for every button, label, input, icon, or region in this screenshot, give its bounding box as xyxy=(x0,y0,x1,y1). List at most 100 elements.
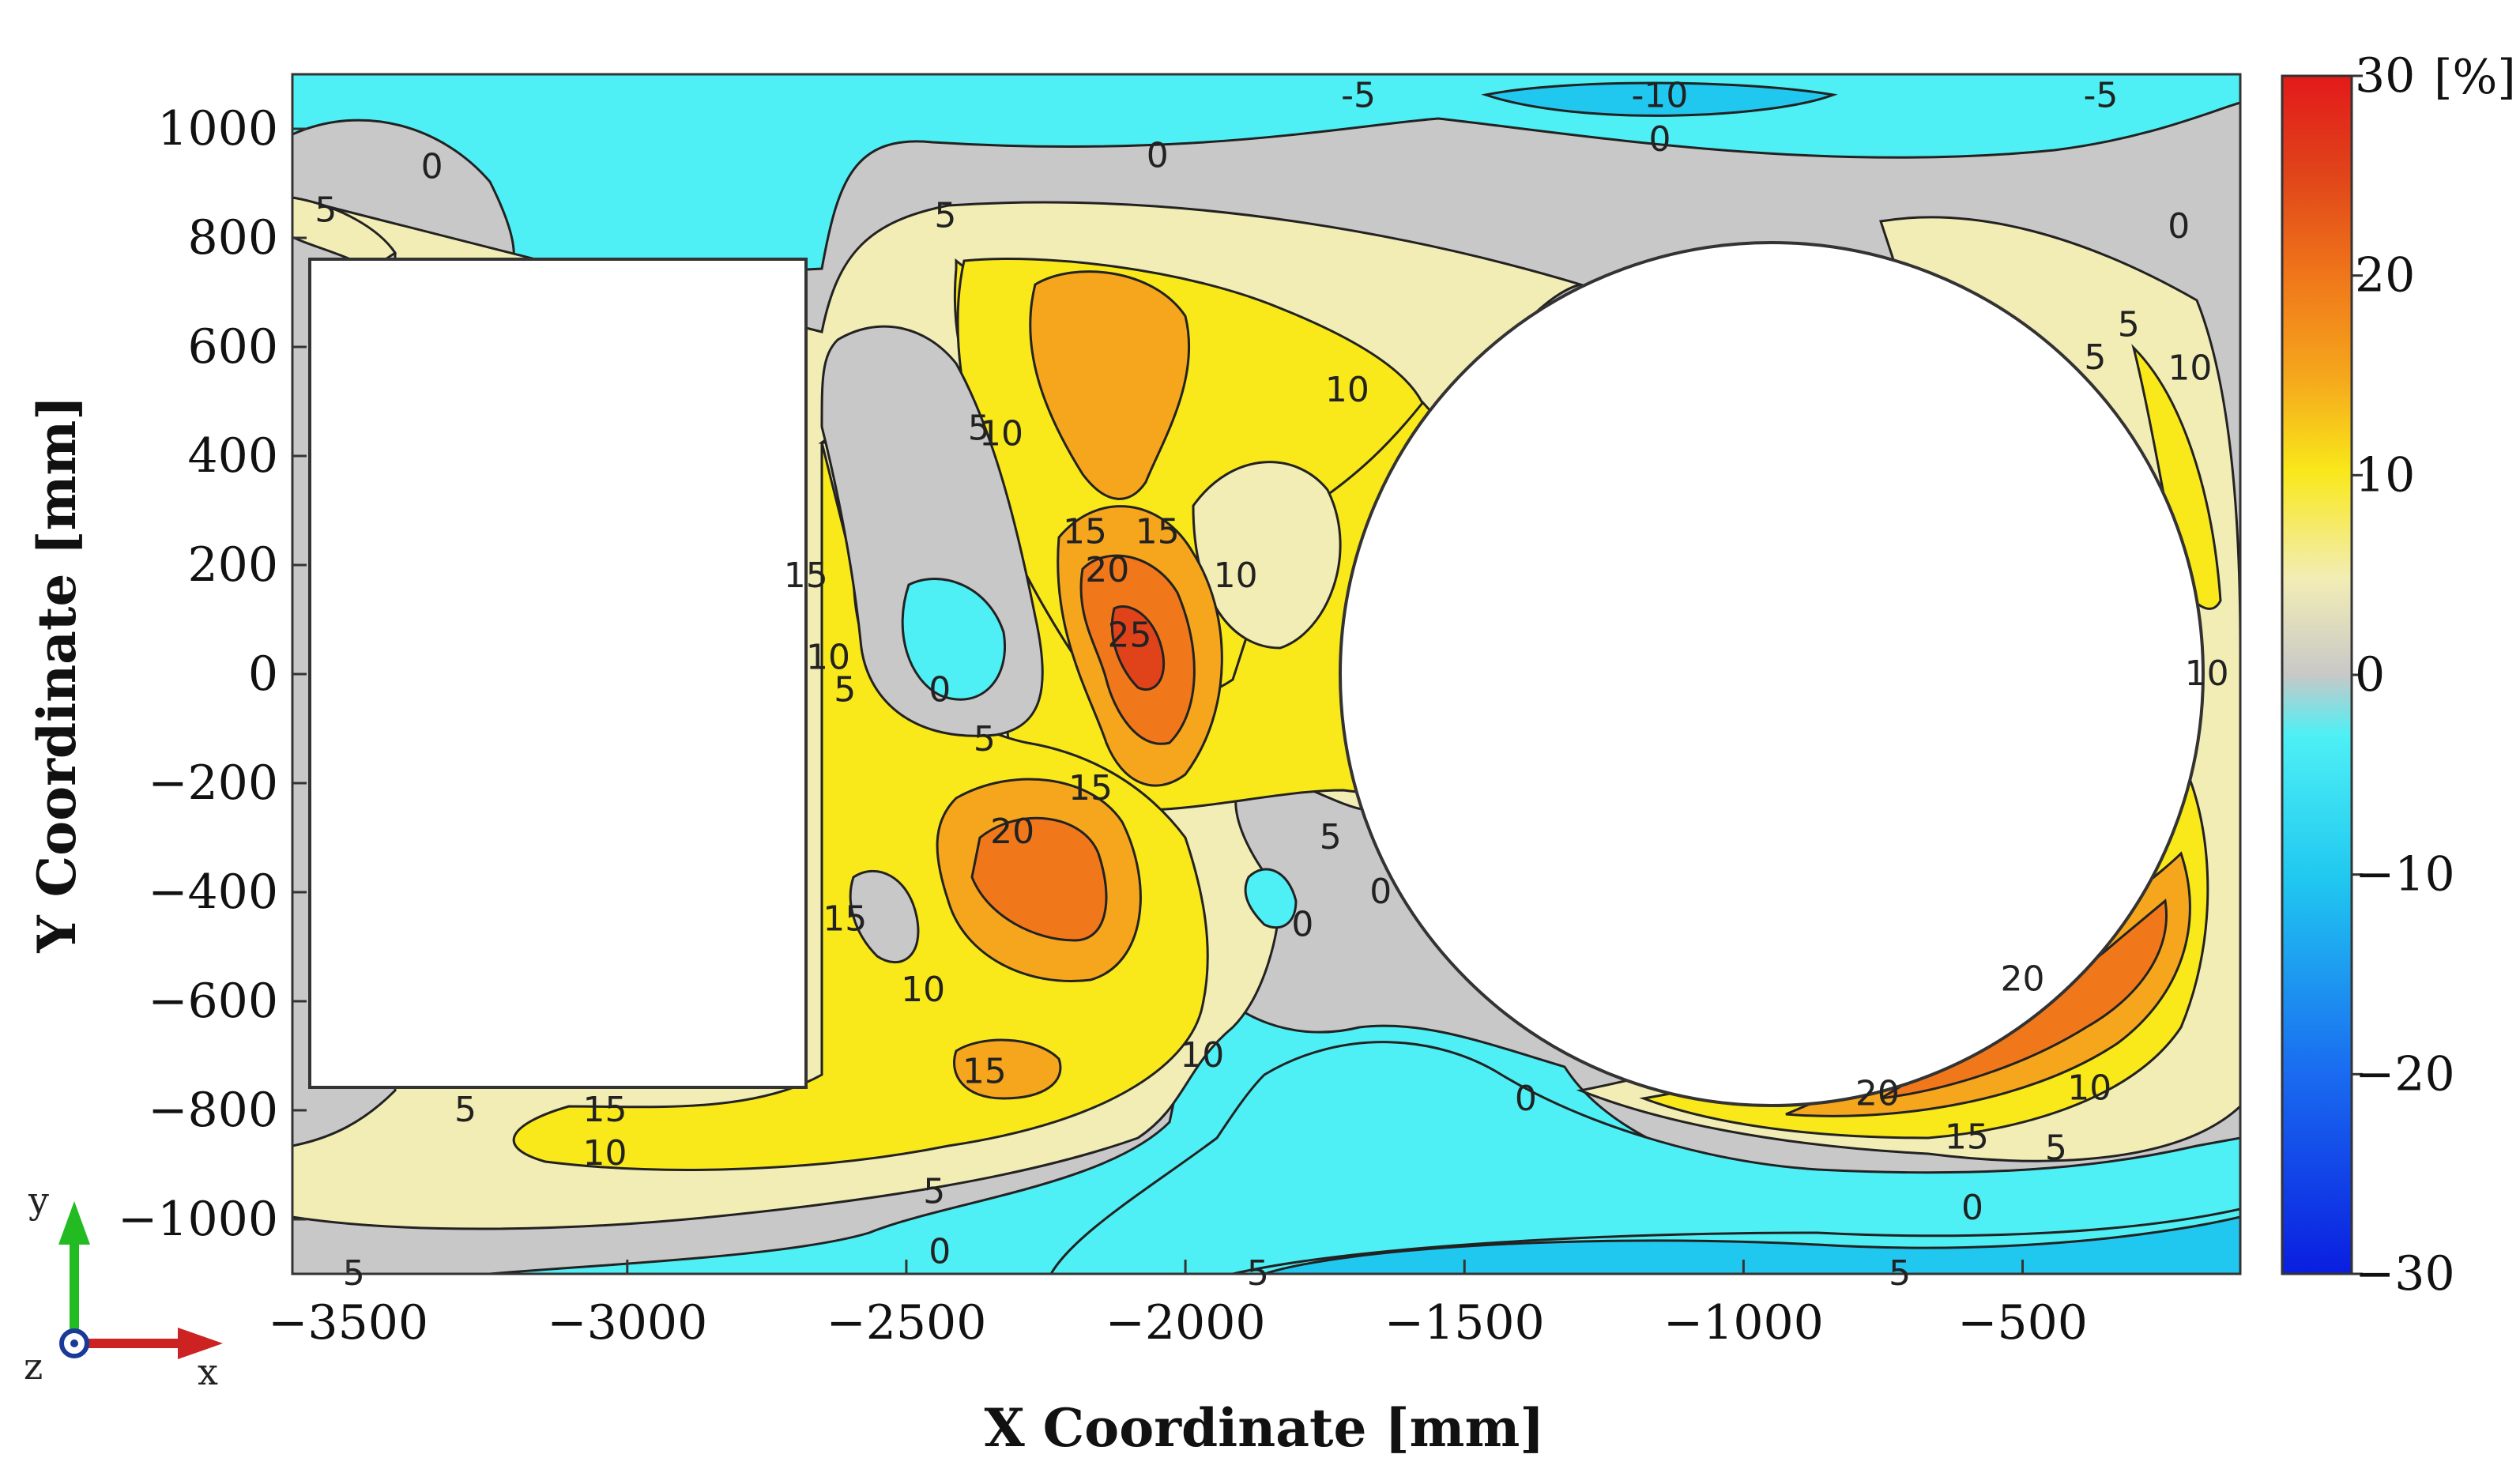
contour-label: 10 xyxy=(583,1133,627,1174)
contour-label: 15 xyxy=(823,899,867,940)
colorbar-tick-label: 0 xyxy=(2355,647,2385,703)
contour-label: 5 xyxy=(1320,817,1342,857)
contour-label: 15 xyxy=(784,556,828,596)
colorbar-tick-label: −30 xyxy=(2355,1246,2455,1302)
contour-label: 10 xyxy=(1180,1035,1224,1076)
y-axis-title: Y Coordinate [mm] xyxy=(26,396,88,954)
contour-label: 10 xyxy=(1325,370,1369,410)
colorbar-tick-label: −10 xyxy=(2355,847,2455,902)
region-20-lower xyxy=(970,816,1108,942)
region-minus5-small xyxy=(1244,868,1298,929)
obstacle-circle xyxy=(1339,241,2205,1107)
region-5-corner xyxy=(292,196,397,270)
region-25-center xyxy=(1110,605,1166,691)
contour-label: 10 xyxy=(2185,654,2229,694)
contour-label: 10 xyxy=(979,413,1023,454)
region-15-top xyxy=(1029,270,1191,500)
contour-label: 20 xyxy=(1855,1073,1900,1113)
colorbar-gradient xyxy=(2281,74,2353,1275)
contour-label: 0 xyxy=(1291,904,1313,944)
contour-label: 5 xyxy=(2045,1128,2067,1168)
contour-label: 10 xyxy=(1214,556,1258,596)
orientation-triad: y x z xyxy=(24,1179,223,1393)
y-tick-label: 600 xyxy=(187,319,278,375)
y-tick-label: −400 xyxy=(148,865,278,920)
obstacle-rectangle xyxy=(308,258,808,1089)
colorbar: 30 20 10 0 −10 −20 −30 [%] xyxy=(2281,48,2516,1302)
region-10-right xyxy=(2131,344,2222,610)
region-minus5-bottom xyxy=(1049,1041,2240,1274)
x-tick-label: −2500 xyxy=(826,1295,986,1351)
triad-y-arrowhead xyxy=(58,1201,90,1245)
y-tick-label: 1000 xyxy=(157,101,278,156)
colorbar-unit: [%] xyxy=(2434,50,2516,105)
contour-label: 5 xyxy=(315,190,337,231)
contour-label: 5 xyxy=(834,670,856,710)
triad-z-center xyxy=(70,1339,78,1347)
y-axis-ticks: 1000 800 600 400 200 0 −200 −400 −600 −800 −1000 xyxy=(118,101,307,1247)
contour-label: -10 xyxy=(1632,76,1689,116)
x-axis-title: X Coordinate [mm] xyxy=(984,1397,1544,1459)
y-tick-label: 200 xyxy=(187,537,278,593)
contour-label: 5 xyxy=(2118,304,2140,345)
region-minus5-island xyxy=(901,578,1006,701)
contour-label: 5 xyxy=(454,1090,477,1130)
contour-label: 20 xyxy=(2001,959,2045,999)
colorbar-tick-label: 30 xyxy=(2355,48,2415,104)
contour-label: 0 xyxy=(1961,1188,1983,1228)
contour-label: 0 xyxy=(929,1231,951,1271)
contour-label: 0 xyxy=(1147,136,1169,176)
y-tick-label: 400 xyxy=(187,428,278,484)
contour-plot-area xyxy=(292,74,2240,1274)
colorbar-tick-label: 20 xyxy=(2355,248,2415,303)
contour-label: 10 xyxy=(901,970,945,1010)
contour-label: 5 xyxy=(1247,1253,1269,1294)
contour-label: 20 xyxy=(990,812,1034,852)
contour-label: 5 xyxy=(343,1253,365,1294)
region-15-small xyxy=(953,1038,1062,1100)
y-tick-label: −200 xyxy=(148,755,278,811)
contour-label: 5 xyxy=(974,719,996,759)
contour-label: -5 xyxy=(2083,76,2118,116)
contour-label: 20 xyxy=(1085,550,1129,590)
contour-label: 0 xyxy=(1369,872,1392,912)
contour-label: 10 xyxy=(2067,1068,2111,1108)
contour-label: -5 xyxy=(1341,76,1376,116)
contour-label: 15 xyxy=(1945,1117,1989,1158)
region-minus10-top xyxy=(1481,81,1838,117)
contour-label: 0 xyxy=(1515,1079,1537,1119)
y-tick-label: −800 xyxy=(148,1083,278,1138)
triad-x-arrowhead xyxy=(178,1328,223,1359)
triad-x-label: x xyxy=(198,1351,218,1393)
x-tick-label: −3500 xyxy=(268,1295,428,1351)
contour-label: 15 xyxy=(1063,512,1107,552)
x-tick-label: −1500 xyxy=(1384,1295,1545,1351)
contour-label: 0 xyxy=(929,670,951,710)
contour-label: 5 xyxy=(968,409,990,449)
region-minus10-bottom xyxy=(1264,1215,2240,1274)
y-tick-label: −1000 xyxy=(118,1192,278,1247)
contour-label: 5 xyxy=(2084,337,2106,378)
x-tick-label: −2000 xyxy=(1106,1295,1266,1351)
contour-label: 15 xyxy=(962,1052,1007,1092)
y-tick-label: −600 xyxy=(148,974,278,1029)
contour-label: 15 xyxy=(1136,512,1180,552)
y-tick-label: 800 xyxy=(187,210,278,266)
contour-label: 15 xyxy=(583,1090,627,1130)
triad-z-label: z xyxy=(24,1345,43,1388)
contour-label: 5 xyxy=(934,195,956,235)
contour-label: 15 xyxy=(1068,768,1113,808)
triad-y-label: y xyxy=(28,1179,49,1222)
contour-label: 5 xyxy=(1889,1253,1911,1294)
colorbar-tick-label: 10 xyxy=(2355,447,2415,503)
colorbar-ticks: 30 20 10 0 −10 −20 −30 xyxy=(2352,48,2455,1302)
contour-label: 5 xyxy=(923,1172,945,1212)
region-5-island xyxy=(1192,461,1342,650)
colorbar-tick-label: −20 xyxy=(2355,1046,2455,1102)
contour-label: 0 xyxy=(421,146,443,186)
y-tick-label: 0 xyxy=(248,646,278,702)
region-zero-small xyxy=(849,869,920,964)
x-tick-label: −500 xyxy=(1957,1295,2088,1351)
